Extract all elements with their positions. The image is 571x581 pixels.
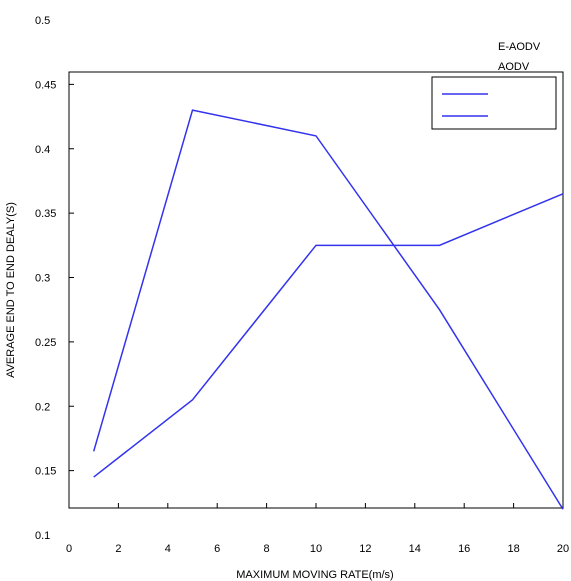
y-tick-label: 0.25 [35,337,56,349]
y-tick-label: 0.45 [35,79,56,91]
y-tick-label: 0.1 [35,530,50,542]
y-axis-label: AVERAGE END TO END DEALY(S) [5,202,17,378]
x-tick-label: 0 [66,543,72,555]
x-tick-label: 8 [264,543,270,555]
y-axis: 0.1 0.15 0.2 0.25 0.3 0.35 0.4 0.45 0.5 [35,15,74,542]
y-tick-label: 0.15 [35,466,56,478]
y-tick-label: 0.2 [35,401,50,413]
x-tick-label: 16 [458,543,470,555]
series-line-e-aodv [92,109,564,510]
y-tick-label: 0.35 [35,208,56,220]
x-tick-label: 12 [359,543,371,555]
legend: E-AODV AODV [431,41,557,130]
x-axis-label: MAXIMUM MOVING RATE(m/s) [236,569,393,581]
x-tick-label: 4 [165,543,171,555]
legend-box [431,76,557,130]
x-tick-label: 2 [115,543,121,555]
y-tick-label: 0.3 [35,273,50,285]
x-tick-label: 18 [507,543,519,555]
x-tick-label: 10 [310,543,322,555]
x-tick-label: 20 [557,543,569,555]
x-tick-label: 14 [409,543,421,555]
y-tick-label: 0.5 [35,15,50,27]
legend-label-e-aodv: E-AODV [498,41,541,53]
legend-label-aodv: AODV [498,61,530,73]
series-lines [92,109,564,510]
y-tick-label: 0.4 [35,144,50,156]
x-axis: 0 2 4 6 8 10 12 14 16 18 20 [66,503,569,555]
plot-frame [68,71,564,509]
x-tick-label: 6 [214,543,220,555]
series-line-aodv [93,193,564,478]
